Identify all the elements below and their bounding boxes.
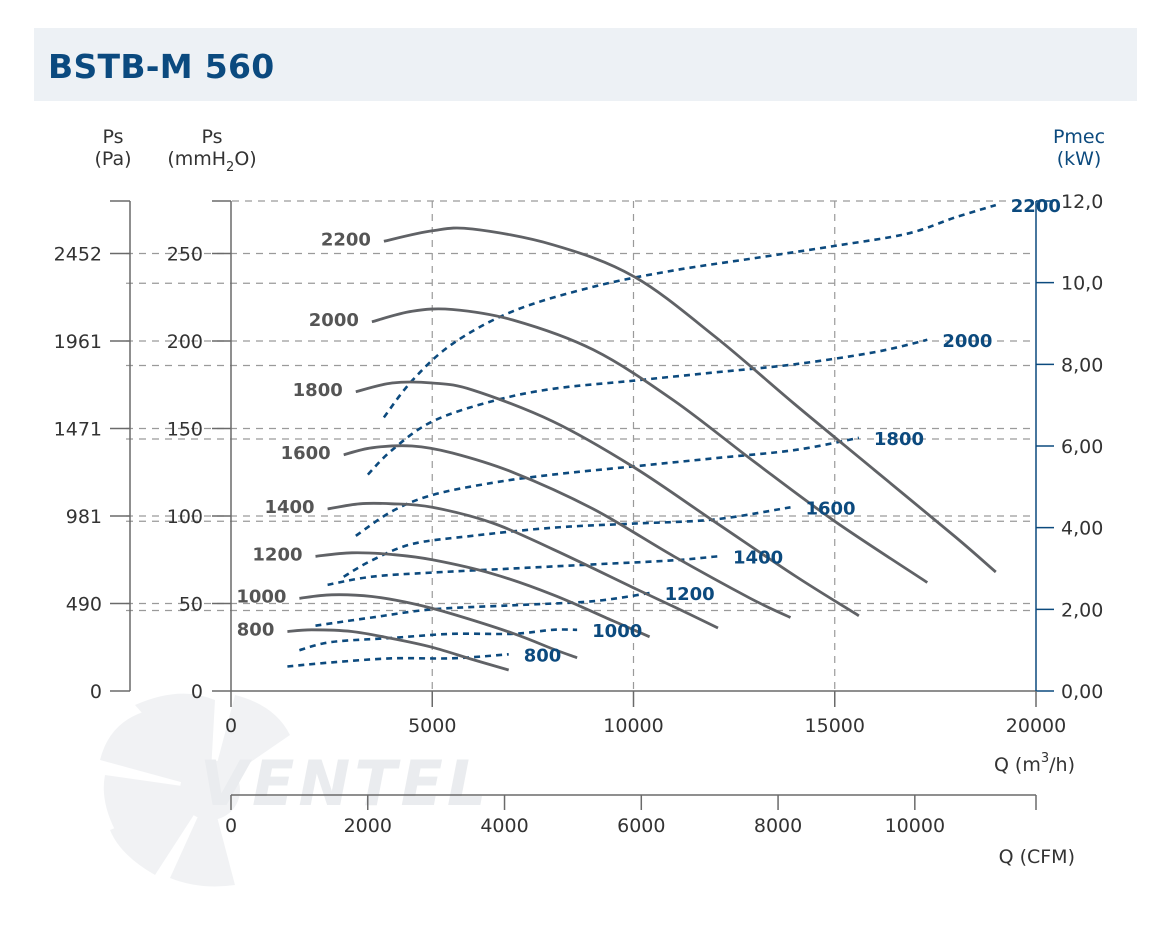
power-curve-label-1000: 1000 [592,621,642,642]
pressure-curve-label-1200: 1200 [252,544,302,565]
ventel-watermark: VENTEL [100,693,490,887]
x-top-axis-title-pre: Q (m [994,754,1041,776]
power-curve-1400 [327,555,719,587]
x-top-axis-title-sup: 3 [1041,751,1049,766]
pressure-curve-1400 [327,501,719,630]
left-inner-axis-title-line2: (mmH2O) [167,148,256,175]
right-tick-label-2: 4,00 [1061,518,1103,540]
pressure-curve-1800 [355,380,860,617]
right-tick-label-1: 2,00 [1061,599,1103,621]
left-outer-tick-label-0: 0 [90,681,102,703]
power-curve-label-2000: 2000 [942,331,992,352]
pressure-curve-1600 [343,444,792,619]
pressure-curve-800 [287,628,510,672]
curve-labels: 2200 2000 1800 1600 1400 1200 1000 800 2200 2000 1… [236,196,1061,666]
x-top-axis-title-post: /h) [1049,754,1075,776]
x-top-tick-label-4: 20000 [1006,715,1066,737]
right-tick-label-5: 10,0 [1061,273,1103,295]
right-tick-label-6: 12,0 [1061,191,1103,213]
power-curve-label-2200: 2200 [1011,196,1061,217]
left-inner-axis-title-line1: Ps [201,126,222,148]
right-axis-title-line2: (kW) [1057,148,1102,170]
grid [126,200,1036,691]
left-inner-axis-title-pre: (mmH [167,148,226,170]
left-inner-axis-title-post: O) [234,148,256,170]
left-inner-tick-label-3: 150 [167,419,203,441]
power-curve-800 [287,653,509,668]
left-inner-tick-label-4: 200 [167,331,203,353]
pressure-curve-label-2200: 2200 [321,229,371,250]
x-bottom-tick-label-1: 2000 [344,815,392,837]
power-curve-label-1600: 1600 [805,498,855,519]
right-tick-label-3: 6,00 [1061,436,1103,458]
pressure-curve-1000 [299,593,578,660]
x-bottom-tick-label-2: 4000 [480,815,528,837]
left-outer-tick-label-2: 981 [66,506,102,528]
left-inner-tick-label-5: 250 [167,244,203,266]
pressure-curve-label-1400: 1400 [264,497,314,518]
pressure-curve-1200 [315,551,651,639]
left-outer-axis-title-line1: Ps [102,126,123,148]
pressure-curve-label-1000: 1000 [236,586,286,607]
pressure-curve-label-1600: 1600 [281,443,331,464]
watermark-text: VENTEL [200,747,490,820]
right-tick-label-4: 8,00 [1061,354,1103,376]
pressure-curve-label-1800: 1800 [293,380,343,401]
left-inner-tick-label-2: 100 [167,506,203,528]
power-curve-2000 [366,338,928,476]
left-inner-tick-label-0: 0 [191,681,203,703]
tick-labels: 0 490 981 1471 1961 2452 0 50 100 150 200 250 0,00 2,… [54,191,1104,837]
left-outer-tick-label-1: 490 [66,594,102,616]
title-bar: BSTB-M 560 [34,28,1137,101]
left-outer-tick-label-5: 2452 [54,244,102,266]
left-outer-tick-label-4: 1961 [54,331,102,353]
pressure-curve-label-800: 800 [237,620,275,641]
pressure-curve-2200 [383,226,997,574]
x-top-tick-label-1: 5000 [408,715,456,737]
x-bottom-tick-label-0: 0 [225,815,237,837]
x-bottom-tick-label-4: 8000 [754,815,802,837]
x-top-tick-label-0: 0 [225,715,237,737]
x-top-tick-label-3: 15000 [805,715,865,737]
power-curve-label-1800: 1800 [874,429,924,450]
x-top-tick-label-2: 10000 [603,715,663,737]
power-curve-label-1400: 1400 [733,547,783,568]
left-outer-axis-title-line2: (Pa) [94,148,131,170]
axes [110,200,1054,810]
x-bottom-tick-label-5: 10000 [885,815,945,837]
x-bottom-axis-title: Q (CFM) [999,846,1075,868]
right-axis-title-line1: Pmec [1053,126,1105,148]
left-outer-tick-label-3: 1471 [54,419,102,441]
power-curve-label-800: 800 [524,645,562,666]
x-top-axis-title: Q (m3/h) [994,751,1075,776]
pressure-curve-2000 [371,307,929,584]
power-curve-label-1200: 1200 [665,584,715,605]
pressure-curves [287,226,997,672]
right-tick-label-0: 0,00 [1061,681,1103,703]
left-inner-tick-label-1: 50 [179,594,203,616]
page-title: BSTB-M 560 [48,47,275,86]
power-curve-1000 [299,628,578,652]
left-inner-axis-title-sub: 2 [226,160,234,175]
x-bottom-tick-label-3: 6000 [617,815,665,837]
power-curve-1600 [343,506,791,578]
power-curve-2200 [382,203,997,419]
pressure-curve-label-2000: 2000 [309,310,359,331]
